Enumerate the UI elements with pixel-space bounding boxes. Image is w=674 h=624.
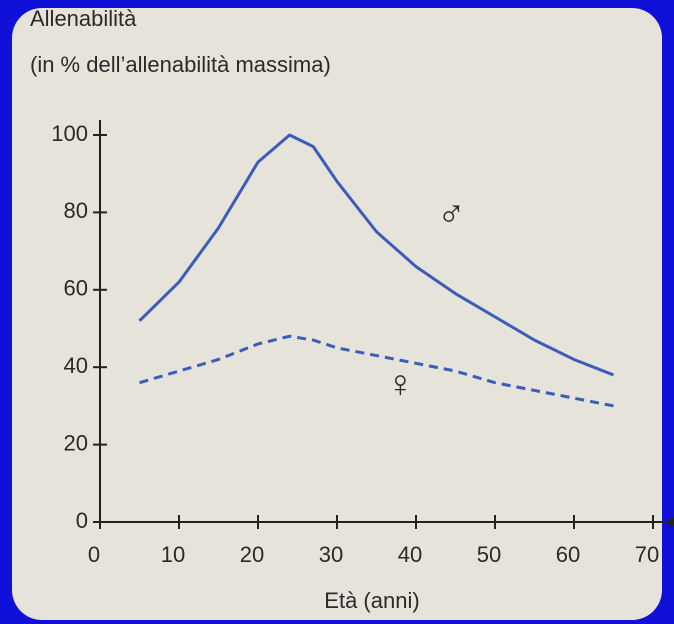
x-axis-title: Età (anni) [324, 588, 419, 613]
y-tick-label: 80 [64, 198, 88, 223]
x-tick-label: 10 [161, 542, 185, 567]
y-tick-label: 0 [76, 508, 88, 533]
x-tick-label: 40 [398, 542, 422, 567]
x-tick-label: 30 [319, 542, 343, 567]
series-line [139, 334, 614, 408]
x-tick-label: 50 [477, 542, 501, 567]
y-axis-title: (in % dell’allenabilità massima) [30, 52, 331, 77]
y-tick-label: 100 [51, 121, 88, 146]
series-label: ♀ [386, 364, 415, 406]
x-tick-label: 70 [635, 542, 659, 567]
y-tick-label: 60 [64, 276, 88, 301]
series-line [138, 133, 615, 377]
y-axis-title: Allenabilità [30, 6, 137, 31]
photo-background [12, 8, 662, 620]
series-label: ♂ [437, 193, 466, 235]
x-axis-arrow [669, 516, 674, 528]
x-tick-label: 0 [88, 542, 100, 567]
y-tick-label: 40 [64, 353, 88, 378]
y-tick-label: 20 [64, 430, 88, 455]
x-tick-label: 20 [240, 542, 264, 567]
x-tick-label: 60 [556, 542, 580, 567]
